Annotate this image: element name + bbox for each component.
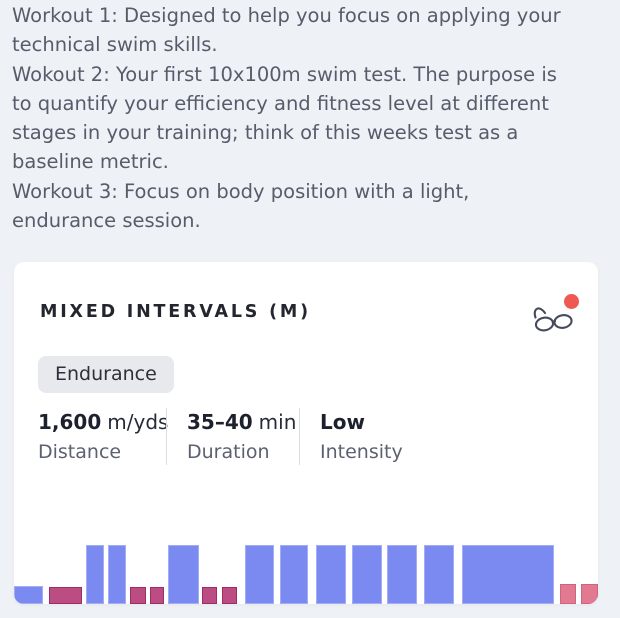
description-line: Workout 3: Focus on body position with a… bbox=[12, 179, 470, 203]
profile-bar-blue bbox=[280, 545, 308, 604]
profile-bar-magenta bbox=[222, 587, 237, 604]
profile-bar-blue bbox=[352, 545, 382, 604]
description-line: Wokout 2: Your first 10x100m swim test. … bbox=[12, 62, 557, 86]
description-line: stages in your training; think of this w… bbox=[12, 121, 519, 145]
workout-card[interactable]: MIXED INTERVALS (M) Endurance 1,600 m/yds… bbox=[14, 262, 598, 604]
stats-divider bbox=[299, 408, 300, 465]
profile-bar-blue bbox=[316, 545, 346, 604]
profile-bar-blue bbox=[245, 545, 274, 604]
profile-bar-salmon bbox=[560, 584, 576, 604]
stat-intensity: Low Intensity bbox=[320, 410, 403, 463]
distance-label: Distance bbox=[38, 441, 122, 463]
intensity-label: Intensity bbox=[320, 441, 403, 463]
profile-bar-blue bbox=[14, 586, 43, 604]
stats-divider bbox=[166, 408, 167, 465]
profile-bar-blue bbox=[108, 545, 126, 604]
profile-bar-blue bbox=[86, 545, 104, 604]
workout-profile-chart bbox=[14, 544, 598, 604]
profile-bar-magenta bbox=[202, 587, 217, 604]
description-line: endurance session. bbox=[12, 209, 201, 233]
profile-bar-blue bbox=[168, 545, 199, 604]
profile-bar-magenta bbox=[130, 587, 146, 604]
description-line: baseline metric. bbox=[12, 150, 169, 174]
profile-bar-magenta bbox=[150, 587, 164, 604]
intensity-value: Low bbox=[320, 410, 365, 434]
profile-bar-blue bbox=[462, 545, 554, 604]
duration-label: Duration bbox=[187, 441, 270, 463]
stat-distance: 1,600 m/yds Distance bbox=[38, 410, 168, 463]
profile-bar-salmon bbox=[581, 584, 598, 604]
workout-title: MIXED INTERVALS (M) bbox=[40, 302, 311, 322]
profile-bar-magenta bbox=[49, 587, 82, 604]
description-line: Workout 1: Designed to help you focus on… bbox=[12, 4, 561, 27]
workout-descriptions: Workout 1: Designed to help you focus on… bbox=[12, 1, 561, 235]
profile-bar-blue bbox=[424, 545, 454, 604]
workout-type-badge: Endurance bbox=[38, 356, 174, 393]
duration-value: 35–40 min bbox=[187, 410, 297, 434]
notification-dot bbox=[564, 294, 579, 309]
swim-goggles-icon bbox=[533, 307, 573, 332]
stat-duration: 35–40 min Duration bbox=[187, 410, 296, 463]
distance-value: 1,600 m/yds bbox=[38, 410, 169, 434]
description-line: to quantify your efficiency and fitness … bbox=[12, 91, 549, 115]
description-line: technical swim skills. bbox=[12, 33, 218, 57]
goggles-notification-button[interactable] bbox=[532, 294, 580, 340]
profile-bar-blue bbox=[387, 545, 417, 604]
